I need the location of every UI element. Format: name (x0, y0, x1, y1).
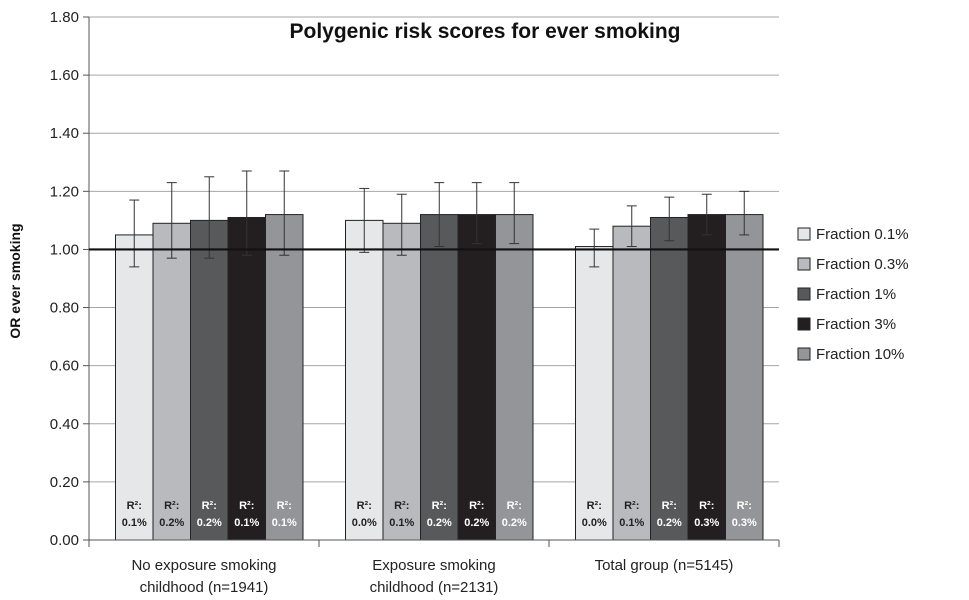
legend-swatch (797, 347, 811, 361)
bars (115, 214, 764, 541)
r2-label: R²: (277, 500, 292, 512)
y-tick-label: 1.60 (50, 67, 79, 84)
r2-value: 0.1% (272, 517, 297, 529)
legend-swatch (797, 227, 811, 241)
legend-label: Fraction 0.3% (816, 256, 909, 273)
r2-label: R²: (202, 500, 217, 512)
r2-labels: R²: 0.1% R²: 0.0% R²: 0.0% R²: 0.2% R²: 0.1% R²: 0.… (122, 500, 757, 529)
r2-label: R²: (587, 500, 602, 512)
legend-label: Fraction 10% (816, 346, 904, 363)
y-tick-label: 1.40 (50, 125, 79, 142)
legend: Fraction 0.1% Fraction 0.3% Fraction 1% Fra… (797, 226, 909, 363)
r2-value: 0.2% (427, 517, 452, 529)
r2-label: R²: (432, 500, 447, 512)
r2-label: R²: (394, 500, 409, 512)
bar (382, 222, 421, 541)
legend-label: Fraction 3% (816, 316, 896, 333)
legend-swatch (797, 287, 811, 301)
bar (265, 214, 304, 541)
r2-value: 0.0% (582, 517, 607, 529)
legend-label: Fraction 0.1% (816, 226, 909, 243)
bar (575, 246, 614, 541)
bar (420, 214, 459, 541)
r2-value: 0.3% (732, 517, 757, 529)
r2-label: R²: (127, 500, 142, 512)
r2-value: 0.1% (122, 517, 147, 529)
y-tick-label: 1.20 (50, 183, 79, 200)
y-tick-label: 0.20 (50, 474, 79, 491)
legend-swatch (797, 317, 811, 331)
bar (345, 219, 384, 541)
bar (612, 225, 651, 541)
bar (227, 216, 266, 541)
r2-label: R²: (469, 500, 484, 512)
y-tick-label: 0.00 (50, 532, 79, 549)
bar (152, 222, 191, 541)
bar (495, 214, 534, 541)
bar (457, 214, 496, 541)
bar (115, 234, 154, 541)
r2-value: 0.3% (694, 517, 719, 529)
legend-label: Fraction 1% (816, 286, 896, 303)
category-label: Total group (n=5145) (595, 557, 734, 574)
category-label: childhood (n=2131) (370, 579, 499, 596)
legend-swatch (797, 257, 811, 271)
r2-label: R²: (662, 500, 677, 512)
y-tick-label: 0.80 (50, 300, 79, 317)
r2-value: 0.1% (619, 517, 644, 529)
r2-value: 0.1% (234, 517, 259, 529)
chart-title: Polygenic risk scores for ever smoking (289, 20, 680, 43)
r2-label: R²: (164, 500, 179, 512)
bar (725, 214, 764, 541)
y-tick-labels: 0.00 0.20 0.40 0.60 0.80 1.00 1.20 1.40 1.60 1.80 (50, 9, 79, 549)
r2-value: 0.2% (464, 517, 489, 529)
category-label: No exposure smoking (131, 557, 276, 574)
error-bars (129, 170, 750, 268)
category-label: childhood (n=1941) (140, 579, 269, 596)
y-axis-label: OR ever smoking (7, 223, 23, 338)
r2-label: R²: (239, 500, 254, 512)
category-label: Exposure smoking (372, 557, 495, 574)
r2-label: R²: (624, 500, 639, 512)
y-tick-label: 1.00 (50, 241, 79, 258)
r2-value: 0.0% (352, 517, 377, 529)
y-tick-label: 0.40 (50, 416, 79, 433)
bar (190, 219, 229, 541)
r2-label: R²: (507, 500, 522, 512)
r2-label: R²: (357, 500, 372, 512)
r2-value: 0.1% (389, 517, 414, 529)
r2-value: 0.2% (159, 517, 184, 529)
r2-value: 0.2% (502, 517, 527, 529)
category-labels: No exposure smoking childhood (n=1941) Exp… (131, 557, 733, 596)
y-tick-label: 0.60 (50, 358, 79, 375)
bar (650, 216, 689, 541)
y-tick-label: 1.80 (50, 9, 79, 26)
r2-value: 0.2% (657, 517, 682, 529)
r2-label: R²: (699, 500, 714, 512)
r2-label: R²: (737, 500, 752, 512)
axes (83, 16, 780, 547)
bar (687, 214, 726, 541)
r2-value: 0.2% (197, 517, 222, 529)
